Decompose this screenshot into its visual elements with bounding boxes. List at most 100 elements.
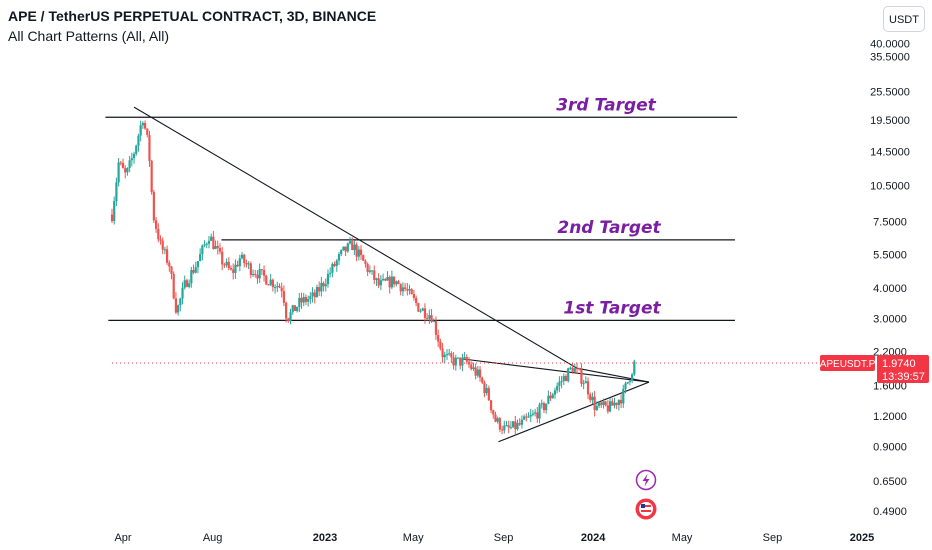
candle [300,292,303,309]
candle [619,394,623,409]
indicator-legend[interactable]: All Chart Patterns (All, All) [8,28,170,44]
candle [256,270,259,284]
candle [148,130,151,167]
candle [225,258,228,268]
candle-body [212,236,215,249]
candle [593,391,596,417]
event-icons [635,469,657,520]
trendline[interactable] [498,381,650,443]
candle-body [619,400,623,404]
candle-body [143,123,147,129]
candle [154,217,158,233]
candle-body [362,255,365,261]
candle [320,277,323,297]
candle-body [313,292,316,298]
candle-body [575,368,579,370]
y-tick-label: 35.5000 [870,51,910,63]
candle-body [119,162,122,164]
candle-body [355,244,358,257]
candle [234,259,237,279]
flag-canton [641,504,645,508]
candle [608,397,612,413]
candle-body [348,241,352,244]
candle-body [110,214,114,222]
candle-body [564,376,568,382]
candle-body [512,421,515,428]
candle-body [569,367,572,369]
candle [406,282,409,296]
candle [483,380,486,398]
y-tick-label: 19.5000 [870,115,910,127]
x-tick-label: Apr [114,532,131,544]
candle-body [465,357,468,362]
y-tick-label: 40.0000 [870,39,910,51]
candle-body [450,353,453,358]
candle-body [154,220,158,229]
y-tick-label: 25.5000 [870,86,910,98]
trendline[interactable] [133,106,650,383]
candle [172,271,175,300]
candle-body [443,354,446,358]
time-axis: Apr Aug 2023 May Sep 2024 May Sep 2025 [114,532,874,544]
candle [606,400,609,414]
candle [190,266,193,288]
candle-body [307,299,310,302]
candle [265,274,268,285]
candle [329,267,332,278]
candle-body [192,270,195,273]
candle [463,352,466,360]
currency-button[interactable]: USDT [883,6,925,32]
candle-body [196,261,200,268]
candle [331,262,334,278]
candle [285,301,288,323]
candle-body [404,287,407,289]
candle [507,420,510,434]
candle-body [500,429,504,431]
candle [540,399,543,409]
candle [472,362,475,371]
symbol-tag[interactable] [820,355,875,372]
candle [564,374,568,382]
candle-body [128,160,131,168]
candle-body [529,414,532,417]
candle [313,289,316,304]
candle-body [216,245,219,249]
candle-body [408,289,411,291]
candle [538,402,541,424]
candle [258,263,261,283]
candle-body [278,286,281,288]
symbol-tag-text: APEUSDT.P [820,359,876,370]
x-tick-label: 2025 [850,532,874,544]
candle-body [516,423,519,430]
candle-body [254,273,257,275]
candle [267,283,270,286]
candle-body [472,367,475,369]
candle-body [240,254,244,259]
candle-body [329,272,332,274]
candle [157,223,160,243]
trendline[interactable] [463,358,650,383]
candle [247,261,250,270]
candle [137,133,140,152]
candle-body [172,273,175,299]
candle [617,399,620,411]
candle [489,399,493,414]
candle-body [287,318,290,322]
candle [141,121,144,129]
candle [476,366,479,378]
candle-body [223,264,226,266]
y-tick-label: 5.5000 [873,249,907,261]
candle-body [249,263,252,275]
candle-body [267,284,270,286]
candle [170,265,173,280]
candle [512,421,515,428]
candle-body [210,236,213,241]
y-tick-label: 7.5000 [873,216,907,228]
candle [245,259,248,268]
candle-body [188,283,191,287]
candle-body [509,427,512,429]
candle-body [441,348,444,358]
candle [624,381,627,394]
candle-body [518,423,521,425]
